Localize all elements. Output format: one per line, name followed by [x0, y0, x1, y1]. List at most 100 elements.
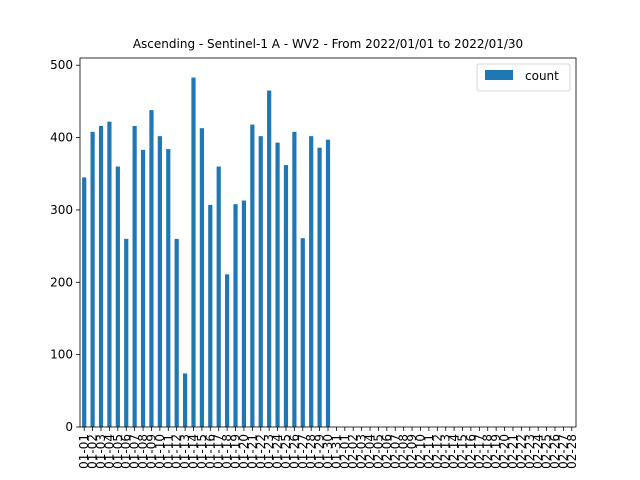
bar [233, 204, 238, 427]
bars-group [82, 77, 331, 428]
x-tick-label: 02-03 [355, 434, 369, 469]
x-tick-label: 01-23 [262, 434, 276, 469]
legend-swatch [485, 70, 513, 80]
x-tick-label: 02-28 [565, 434, 579, 469]
bar [149, 110, 154, 427]
bar [292, 131, 297, 428]
x-tick-label: 02-22 [514, 434, 528, 469]
x-tick-label: 02-27 [556, 434, 570, 469]
x-tick-label: 02-09 [405, 434, 419, 469]
bar [208, 204, 213, 427]
x-tick-label: 01-06 [119, 434, 133, 469]
bar [283, 165, 289, 427]
x-tick-label: 01-13 [178, 434, 192, 469]
x-tick-label: 01-26 [287, 434, 301, 469]
bar [90, 131, 95, 428]
x-tick-label: 01-15 [195, 434, 209, 469]
chart-title: Ascending - Sentinel-1 A - WV2 - From 20… [133, 37, 523, 51]
x-tick-label: 02-19 [489, 434, 503, 469]
x-tick-label: 01-07 [128, 434, 142, 469]
x-tick-label: 02-15 [456, 434, 470, 469]
x-tick-label: 02-07 [388, 434, 402, 469]
x-tick-label: 02-23 [523, 434, 537, 469]
bar [82, 177, 87, 427]
bar [182, 373, 188, 427]
y-tick-label: 100 [50, 348, 73, 362]
x-tick-label: 01-01 [77, 434, 91, 469]
x-tick-label: 02-26 [548, 434, 562, 469]
x-tick-label: 02-25 [540, 434, 554, 469]
x-tick-label: 01-18 [220, 434, 234, 469]
bar [258, 136, 263, 427]
x-tick-label: 01-02 [86, 434, 100, 469]
x-tick-label: 01-31 [329, 434, 343, 469]
bar [98, 126, 104, 427]
bar [317, 147, 322, 427]
x-tick-label: 01-03 [94, 434, 108, 469]
y-tick-label: 400 [50, 131, 73, 145]
x-tick-label: 02-08 [397, 434, 411, 469]
x-tick-label: 01-29 [313, 434, 327, 469]
bar [267, 90, 272, 427]
x-tick-label: 02-21 [506, 434, 520, 469]
y-axis: 0 100 200 300 400 500 [50, 58, 80, 434]
x-tick-label: 01-14 [186, 434, 200, 469]
x-tick-label: 01-27 [296, 434, 310, 469]
bar [275, 142, 280, 427]
x-tick-label: 02-04 [363, 434, 377, 469]
bar [300, 238, 305, 427]
x-tick-label: 01-11 [161, 434, 175, 469]
x-tick-label: 02-14 [447, 434, 461, 469]
x-tick-label: 02-12 [430, 434, 444, 469]
legend-label: count [525, 69, 559, 83]
y-tick-label: 500 [50, 58, 73, 72]
x-tick-label: 02-17 [472, 434, 486, 469]
x-axis: 01-0101-0201-0301-0401-0501-0601-0701-08… [77, 427, 579, 469]
bar [107, 121, 112, 428]
x-tick-label: 01-12 [170, 434, 184, 469]
bar [250, 124, 255, 427]
x-tick-label: 01-08 [136, 434, 150, 469]
plot-frame [79, 57, 577, 428]
bar [241, 200, 247, 427]
x-tick-label: 01-05 [111, 434, 125, 469]
bar [166, 149, 171, 427]
bar [115, 166, 120, 427]
x-tick-label: 01-17 [212, 434, 226, 469]
x-tick-label: 02-10 [413, 434, 427, 469]
x-tick-label: 02-18 [481, 434, 495, 469]
x-tick-label: 01-10 [153, 434, 167, 469]
x-tick-label: 01-28 [304, 434, 318, 469]
legend: count [476, 63, 571, 92]
bar [199, 128, 204, 427]
x-tick-label: 01-04 [102, 434, 116, 469]
bar [140, 149, 146, 427]
bar [191, 77, 196, 427]
x-tick-label: 01-21 [245, 434, 259, 469]
y-tick-label: 200 [50, 275, 73, 289]
x-tick-label: 02-02 [346, 434, 360, 469]
x-tick-label: 02-13 [439, 434, 453, 469]
bar [216, 166, 221, 427]
x-tick-label: 02-01 [338, 434, 352, 469]
bar [124, 238, 129, 427]
x-tick-label: 01-09 [144, 434, 158, 469]
bar [225, 274, 230, 427]
x-tick-label: 01-25 [279, 434, 293, 469]
x-tick-label: 01-19 [229, 434, 243, 469]
bar [132, 126, 137, 427]
x-tick-label: 01-22 [254, 434, 268, 469]
x-tick-label: 01-20 [237, 434, 251, 469]
bar [157, 136, 162, 427]
bar [174, 238, 179, 427]
x-tick-label: 02-20 [498, 434, 512, 469]
bar [309, 136, 314, 427]
x-tick-label: 02-16 [464, 434, 478, 469]
x-tick-label: 02-05 [371, 434, 385, 469]
x-tick-label: 01-16 [203, 434, 217, 469]
y-tick-label: 0 [65, 420, 73, 434]
x-tick-label: 02-11 [422, 434, 436, 469]
x-tick-label: 01-30 [321, 434, 335, 469]
bar [325, 139, 331, 427]
